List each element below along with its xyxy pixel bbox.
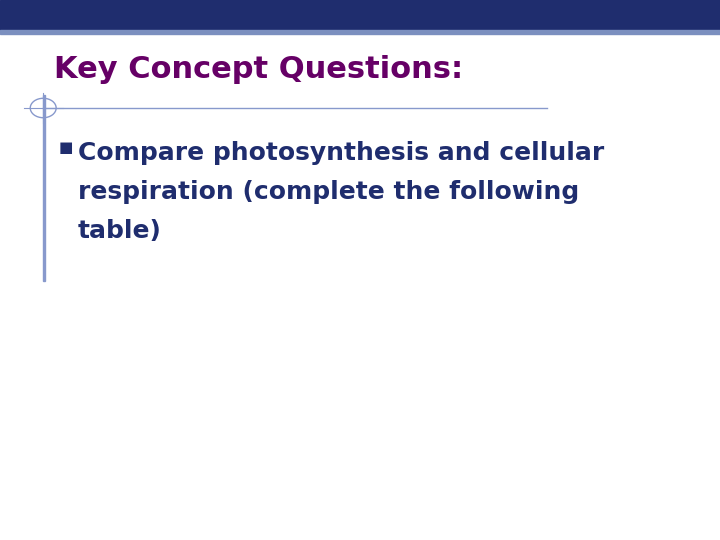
Text: respiration (complete the following: respiration (complete the following [78,180,579,204]
Text: table): table) [78,219,161,243]
Text: Key Concept Questions:: Key Concept Questions: [54,55,463,84]
Bar [0,0,720,30]
Text: ■: ■ [59,140,73,156]
Bar [43,94,45,281]
Bar [0,30,720,34]
Text: Compare photosynthesis and cellular: Compare photosynthesis and cellular [78,141,604,165]
